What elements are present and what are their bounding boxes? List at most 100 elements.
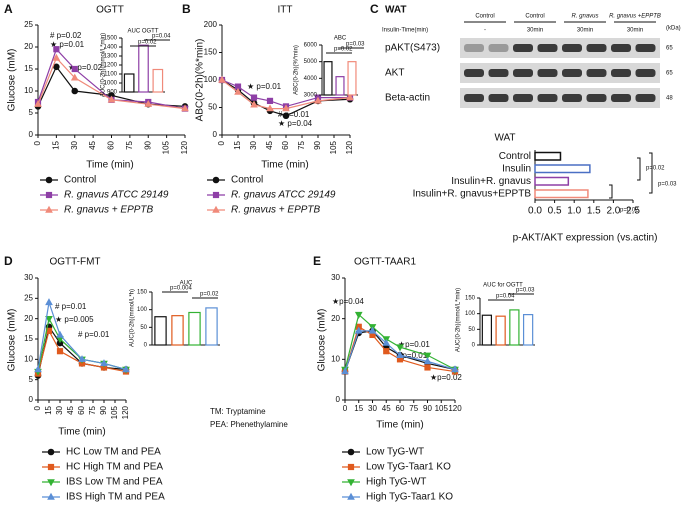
marker <box>78 355 86 363</box>
marker <box>346 93 354 101</box>
y-axis-label: Glucose (mM) <box>7 309 18 372</box>
blot-column: R. gnavus <box>571 14 598 20</box>
x-tick-label: 45 <box>265 140 274 149</box>
marker <box>71 87 79 95</box>
blot-column: R. gnavus +EPPTB <box>609 14 661 20</box>
y-tick-label: 1000 <box>104 81 118 87</box>
y-tick-label: 100 <box>204 75 218 84</box>
bar <box>481 314 493 346</box>
y-tick-label: 50 <box>208 103 217 112</box>
annotation: p=0.03 <box>658 182 677 188</box>
x-tick-label: 30 <box>368 404 377 413</box>
annotation: p=0.004 <box>170 286 193 292</box>
x-tick-label: 45 <box>382 404 391 413</box>
legend-label: R. gnavus + EPPTB <box>231 205 321 216</box>
x-tick-label: 120 <box>345 140 354 154</box>
y-tick-label: 150 <box>204 48 218 57</box>
y-axis-label: AUC(0-2h)(mmol/L*min) <box>456 288 462 352</box>
y-tick-label: 1300 <box>104 54 118 60</box>
blot-strip <box>460 88 660 108</box>
chart-title: AUC <box>180 281 193 287</box>
x-axis-label: Time (min) <box>58 427 105 438</box>
y-tick-label: 50 <box>140 325 147 331</box>
x-tick-label: 105 <box>329 140 338 154</box>
blot-band <box>586 44 607 52</box>
y-axis-label: AUC(0-2h)(mmol/L*min) <box>101 33 107 97</box>
legend-label: High TyG-WT <box>366 477 426 488</box>
blot-time: 30min <box>577 28 593 34</box>
annotation: #p=0.01 <box>398 351 428 360</box>
marker <box>70 73 79 81</box>
blot-time: - <box>484 28 486 34</box>
y-tick-label: 150 <box>137 290 148 296</box>
blot-unit: (kDa) <box>666 26 681 32</box>
panel-letter: E <box>313 254 321 268</box>
chart-title: WAT <box>494 133 515 144</box>
legend-label: HC High TM and PEA <box>66 462 163 473</box>
category-label: Insulin+R. gnavus <box>451 176 531 187</box>
marker <box>368 326 377 334</box>
blot-row-label: pAKT(S473) <box>385 43 440 54</box>
marker <box>424 364 431 371</box>
bar <box>495 315 506 346</box>
bar <box>335 76 345 96</box>
annotation: ★ p=0.04 <box>278 119 313 128</box>
y-axis-label: ABC(0-2h)(%*min) <box>294 45 300 95</box>
x-tick-label: 0 <box>343 404 348 413</box>
y-tick-label: 6000 <box>304 43 318 49</box>
y-tick-label: 100 <box>465 311 476 317</box>
bar <box>138 44 149 93</box>
blot-band <box>513 69 533 77</box>
chart-title: OGTT-FMT <box>49 257 100 268</box>
note: PEA: Phenethylamine <box>210 420 288 429</box>
y-tick-label: 4000 <box>304 76 318 82</box>
annotation: ★p=0.04 <box>332 297 364 306</box>
annotation: ★ p=0.005 <box>55 315 94 324</box>
panel-letter: C <box>370 2 379 16</box>
marker <box>52 53 61 61</box>
legend-label: Control <box>64 175 96 186</box>
legend-label: R. gnavus ATCC 29149 <box>231 190 336 201</box>
marker <box>45 315 53 323</box>
legend-marker <box>47 492 55 500</box>
marker <box>234 87 242 95</box>
legend-label: Low TyG-Taar1 KO <box>366 462 451 473</box>
bar <box>188 311 201 346</box>
x-tick-label: 15 <box>233 140 242 149</box>
x-tick-label: 1.5 <box>587 206 601 217</box>
annotation: ★p=0.01 <box>398 340 430 349</box>
legend-marker <box>47 479 55 487</box>
y-tick-label: 1400 <box>104 45 118 51</box>
x-tick-label: 30 <box>55 405 64 414</box>
x-tick-label: 105 <box>110 405 119 419</box>
blot-kda: 65 <box>666 71 673 77</box>
blot-band <box>488 94 509 102</box>
bar <box>154 316 167 346</box>
x-tick-label: 60 <box>396 404 405 413</box>
bar <box>534 151 562 161</box>
x-tick-label: 15 <box>51 140 60 149</box>
y-tick-label: 25 <box>24 20 33 29</box>
bar <box>522 314 534 346</box>
annotation: ★ p=0.01 <box>50 40 85 49</box>
chart-title: AUC for OGTT <box>483 283 523 289</box>
y-tick-label: 5 <box>29 108 34 117</box>
legend-label: IBS High TM and PEA <box>66 492 165 503</box>
blot-title: WAT <box>385 5 406 16</box>
x-tick-label: 120 <box>180 140 189 154</box>
marker <box>144 99 153 107</box>
x-tick-label: 0 <box>217 140 226 145</box>
bracket <box>609 184 613 199</box>
x-tick-label: 90 <box>423 404 432 413</box>
marker <box>354 311 363 319</box>
y-tick-label: 5 <box>29 375 34 384</box>
blot-band <box>464 94 484 102</box>
blot-column: Control <box>525 14 544 20</box>
bar <box>323 61 333 96</box>
blot-strip <box>460 63 660 83</box>
x-tick-label: 75 <box>125 140 134 149</box>
y-tick-label: 50 <box>468 327 475 333</box>
y-tick-label: 1200 <box>104 63 118 69</box>
marker <box>107 95 116 103</box>
